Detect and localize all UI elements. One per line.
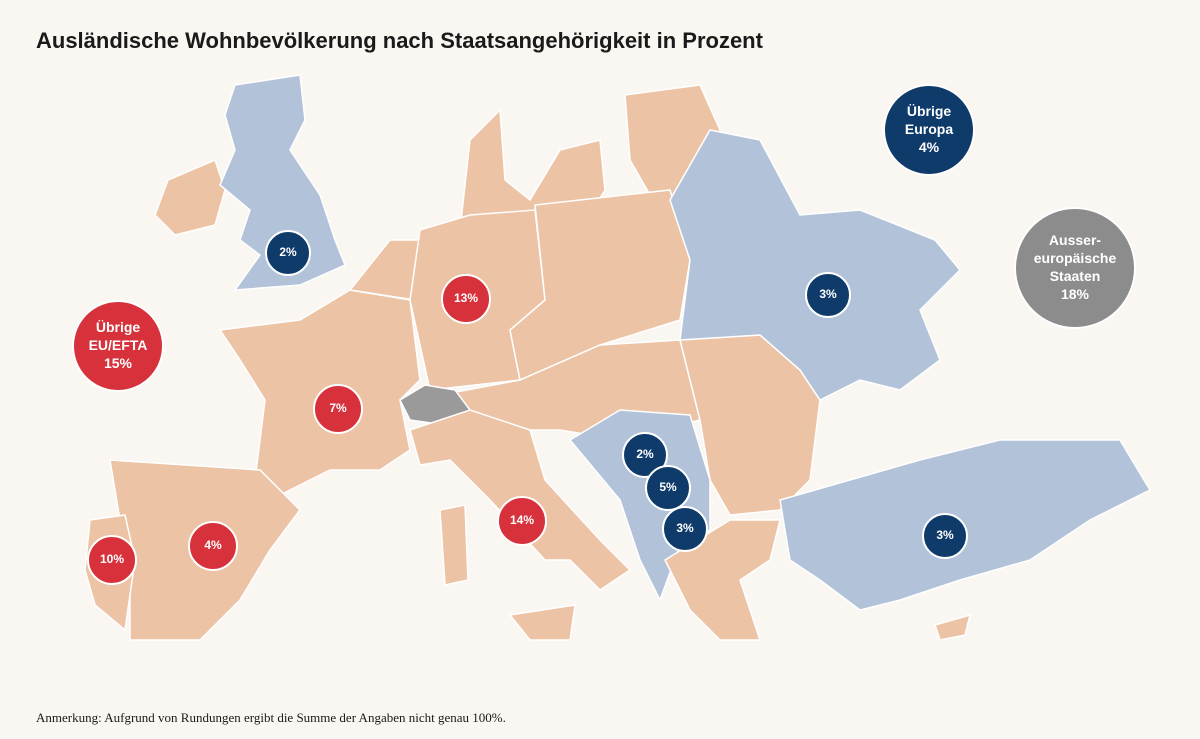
note: Anmerkung: Aufgrund von Rundungen ergibt… <box>36 710 506 725</box>
bubble-label: 10% <box>100 552 124 566</box>
bubble <box>313 384 363 434</box>
bubble-label: Übrige Europa 4% <box>905 103 953 155</box>
bubble <box>645 465 691 511</box>
bubble <box>1014 207 1136 329</box>
line: 5% <box>659 480 677 494</box>
line: 4% <box>919 139 940 155</box>
line: EU/EFTA <box>89 337 148 353</box>
bubble-label: 14% <box>510 513 534 527</box>
bubble-label: Ausser-europäische Staaten 18% <box>1034 232 1117 302</box>
line: Ausser- <box>1049 232 1101 248</box>
line: 3% <box>936 528 954 542</box>
line: Staaten <box>1050 268 1101 284</box>
bubble <box>662 506 708 552</box>
bubble <box>441 274 491 324</box>
bubble-label: 2% <box>279 245 297 259</box>
line: europäische <box>1034 250 1117 266</box>
bubble-label: 3% <box>819 287 837 301</box>
line: 2% <box>279 245 297 259</box>
bubble <box>883 84 975 176</box>
line: 18% <box>1061 286 1090 302</box>
sardinia <box>439 504 469 586</box>
bubble-label: 3% <box>676 521 694 535</box>
line: 13% <box>454 291 478 305</box>
bubble-label: 5% <box>659 480 677 494</box>
bubble <box>188 521 238 571</box>
line: 4% <box>204 538 222 552</box>
line: 15% <box>104 355 133 371</box>
line: Übrige <box>96 319 141 335</box>
ireland <box>154 158 226 236</box>
bubble <box>87 535 137 585</box>
line: 10% <box>100 552 124 566</box>
line: 3% <box>676 521 694 535</box>
line: Übrige <box>907 103 952 119</box>
bubble <box>622 432 668 478</box>
bubble <box>805 272 851 318</box>
bubble-label: 13% <box>454 291 478 305</box>
bubble-label: 7% <box>329 401 347 415</box>
line: 3% <box>819 287 837 301</box>
uk <box>219 74 346 291</box>
bubble-label: Übrige EU/EFTA 15% <box>89 319 148 371</box>
bubble <box>72 300 164 392</box>
sicily <box>508 604 576 641</box>
bubble <box>497 496 547 546</box>
cyprus <box>934 613 972 641</box>
bubble <box>265 230 311 276</box>
line: 7% <box>329 401 347 415</box>
bubble-label: 3% <box>936 528 954 542</box>
line: 14% <box>510 513 534 527</box>
countries <box>84 74 1152 641</box>
bubble-label: 4% <box>204 538 222 552</box>
ukraine-belarus <box>669 129 962 401</box>
line: Europa <box>905 121 953 137</box>
bubble-label: 2% <box>636 447 654 461</box>
line: 2% <box>636 447 654 461</box>
benelux <box>348 239 421 301</box>
title: Ausländische Wohnbevölkerung nach Staats… <box>36 28 764 53</box>
bubble <box>922 513 968 559</box>
bubbles: 2% 13% 7% 4% 10% 14% 2% 5% 3% 3% 3% Übri… <box>72 84 1136 585</box>
